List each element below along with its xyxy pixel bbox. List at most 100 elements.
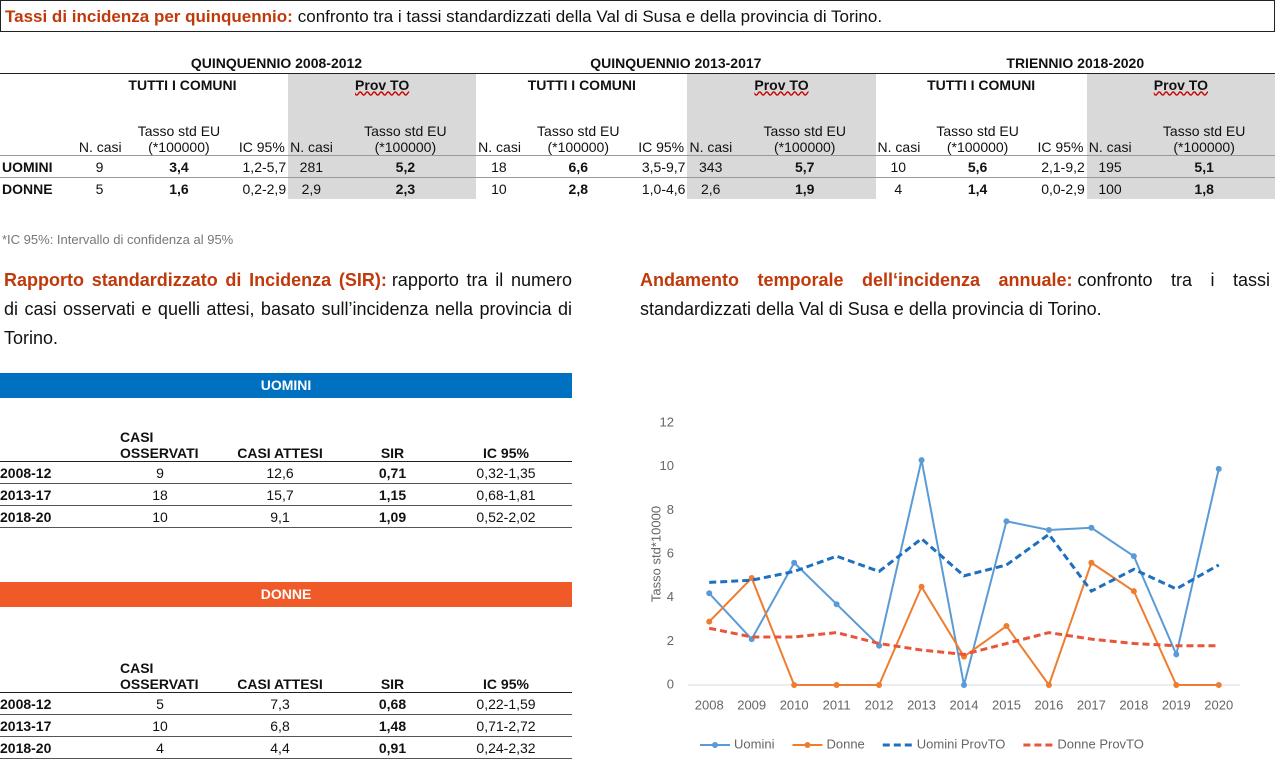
x-tick-label: 2017: [1077, 697, 1106, 712]
cell: 15,7: [215, 483, 345, 506]
point: [918, 583, 925, 590]
column-header: N. casi: [877, 139, 921, 155]
point: [1045, 526, 1052, 533]
series-line: [708, 626, 1219, 656]
cell: 0,2-2,9: [235, 177, 289, 199]
row: UOMINI 9 3,4 1,2-5,7 281 5,2 18 6,6 3,5-9,7 343 5,…: [0, 155, 1275, 178]
column-header: N. casi: [1086, 95, 1134, 156]
x-tick-label: 2018: [1119, 697, 1148, 712]
point: [833, 682, 840, 688]
row: DONNE 5 1,6 0,2-2,9 2,9 2,3 10 2,8 1,0-4,6 2,6 1,9…: [0, 177, 1275, 199]
table-band: UOMINI: [0, 373, 572, 398]
cell: [0, 652, 105, 693]
y-tick-label: 2: [667, 633, 674, 648]
series-line: [708, 561, 1219, 688]
cell: 4,4: [215, 736, 345, 759]
cell: 0,71-2,72: [440, 714, 572, 737]
cell: [0, 74, 77, 96]
column-header-line: Tasso std EU: [537, 123, 620, 139]
cell: 1,15: [345, 483, 440, 506]
point: [918, 457, 925, 464]
cell: 10: [105, 714, 215, 737]
legend-label: Donne ProvTO: [1057, 736, 1143, 751]
y-tick-label: 4: [667, 589, 674, 604]
cell: 10: [476, 177, 522, 199]
column-header-unit: (*100000): [1173, 139, 1235, 155]
point: [1215, 682, 1222, 688]
row-label: 2018-20: [0, 736, 105, 759]
cell: 4: [875, 177, 921, 199]
cell: 0,71: [345, 461, 440, 484]
x-tick-label: 2016: [1034, 697, 1063, 712]
column-header-unit: (*100000): [374, 139, 437, 155]
cell: 5: [105, 692, 215, 715]
column-header: CASI ATTESI: [215, 652, 345, 693]
cell: 0,24-2,32: [440, 736, 572, 759]
point: [706, 618, 713, 625]
legend-marker: [712, 742, 718, 748]
column-header: SIR: [345, 652, 440, 693]
row: 2018-20 4 4,4 0,91 0,24-2,32: [0, 736, 572, 759]
sir-table: CASI OSSERVATI CASI ATTESI SIR IC 95% 2008-1…: [0, 421, 572, 528]
point: [1003, 518, 1010, 525]
table-band: DONNE: [0, 582, 572, 607]
cell: 3,5-9,7: [634, 155, 688, 178]
column-header-text: SIR: [380, 676, 405, 692]
row: 2013-17 18 15,7 1,15 0,68-1,81: [0, 483, 572, 506]
cell: 2,8: [521, 177, 635, 199]
point: [1088, 559, 1095, 566]
x-tick-label: 2011: [823, 697, 851, 712]
point: [1130, 588, 1137, 595]
cell: 5,6: [921, 155, 1035, 178]
column-header: N. casi: [78, 139, 122, 155]
cell: 0,52-2,02: [440, 505, 572, 528]
column-header-text: IC 95%: [483, 676, 529, 692]
cell: 2,3: [334, 177, 477, 199]
cell: 4: [105, 736, 215, 759]
cell: 1,09: [345, 505, 440, 528]
group-header: TUTTI I COMUNI: [128, 76, 237, 93]
cell: 2,9: [288, 177, 335, 199]
column-header: CASI OSSERVATI: [105, 652, 215, 693]
cell: 1,48: [345, 714, 440, 737]
column-header-unit: (*100000): [946, 139, 1009, 155]
x-tick-label: 2015: [992, 697, 1021, 712]
column-header-text: CASI OSSERVATI: [120, 429, 199, 461]
cell: 1,0-4,6: [634, 177, 688, 199]
column-header-text: CASI ATTESI: [237, 676, 323, 692]
row-label: UOMINI: [0, 155, 77, 178]
period-header: TRIENNIO 2018-2020: [875, 52, 1275, 74]
cell: 9,1: [215, 505, 345, 528]
cell: 9: [76, 155, 123, 178]
point: [1173, 682, 1180, 688]
period-header: QUINQUENNIO 2008-2012: [76, 52, 477, 74]
x-tick-label: 2014: [950, 697, 979, 712]
x-tick-label: 2008: [695, 697, 724, 712]
row-label: DONNE: [0, 177, 77, 199]
cell: [0, 421, 105, 462]
cell: 10: [105, 505, 215, 528]
column-header-text: CASI OSSERVATI: [120, 660, 199, 692]
x-tick-label: 2009: [737, 697, 766, 712]
trend-heading: Andamento temporale dell‘incidenza annua…: [640, 266, 1270, 324]
column-header: Tasso std EU (*100000): [334, 95, 477, 156]
row: TUTTI I COMUNI Prov TO TUTTI I COMUNI Prov …: [0, 73, 1275, 96]
row-label: 2008-12: [0, 692, 105, 715]
cell: 10: [875, 155, 921, 178]
x-tick-label: 2010: [780, 697, 809, 712]
column-header: IC 95%: [440, 421, 572, 462]
x-tick-label: 2019: [1162, 697, 1191, 712]
point: [1130, 553, 1137, 560]
row-label: 2013-17: [0, 483, 105, 506]
y-axis-label: Tasso std*10000: [648, 506, 663, 602]
row: 2008-12 9 12,6 0,71 0,32-1,35: [0, 461, 572, 484]
cell: 0,68: [345, 692, 440, 715]
cell: 1,2-5,7: [235, 155, 289, 178]
cell: [0, 95, 77, 156]
row: 2018-20 10 9,1 1,09 0,52-2,02: [0, 505, 572, 528]
column-header: Tasso std EU (*100000): [921, 95, 1034, 156]
heading-text: confronto tra i tassi standardizzati del…: [297, 7, 883, 26]
cell: 0,32-1,35: [440, 461, 572, 484]
column-header-text: CASI ATTESI: [237, 445, 323, 461]
y-tick-label: 8: [667, 502, 674, 517]
